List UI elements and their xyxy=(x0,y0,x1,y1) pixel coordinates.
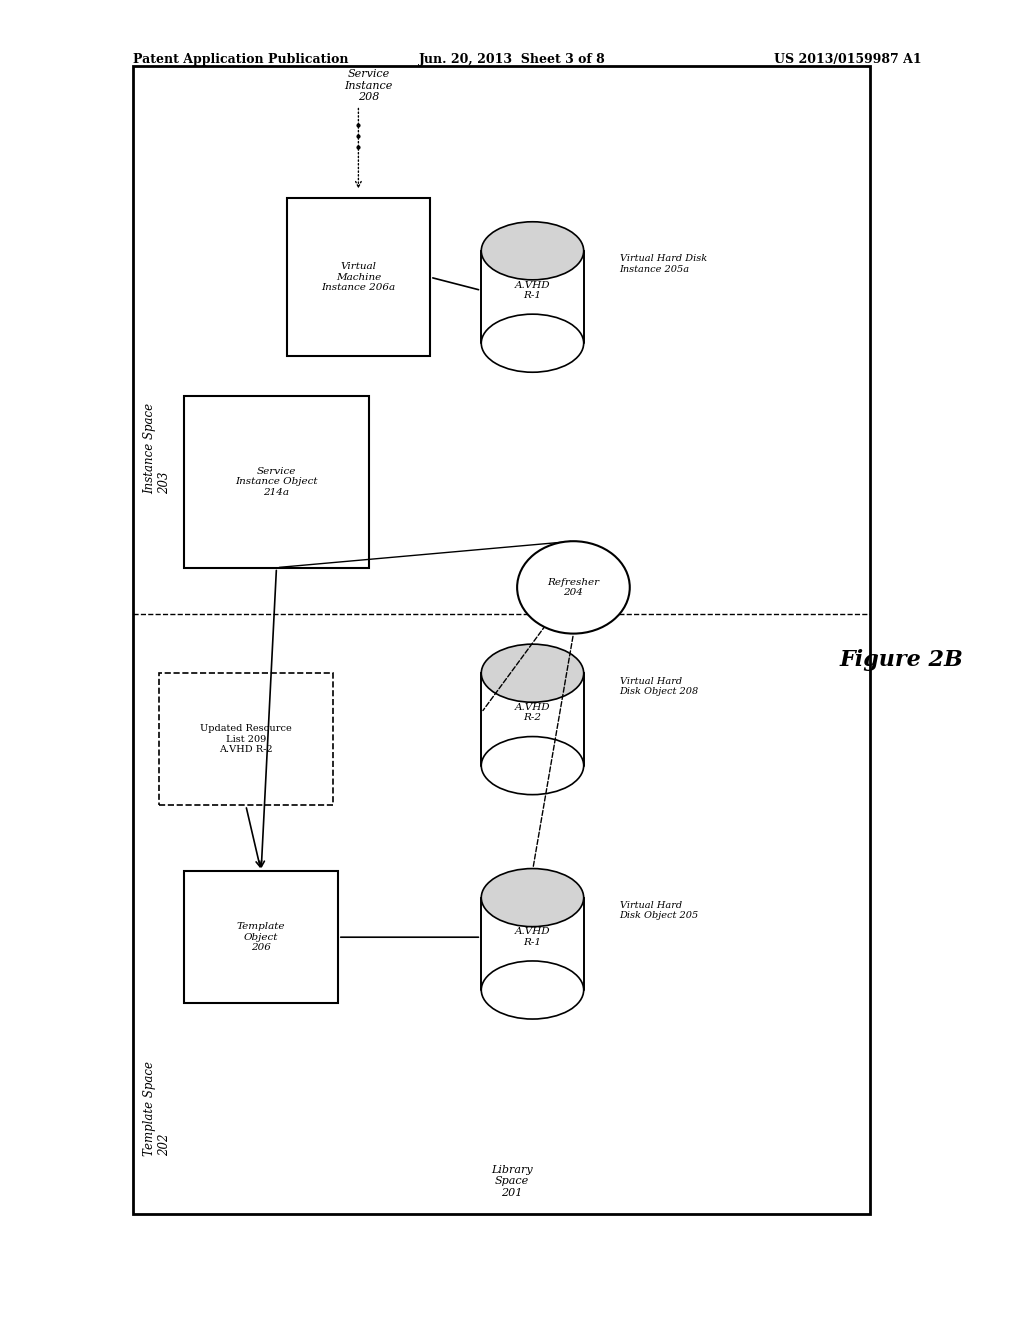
Ellipse shape xyxy=(481,644,584,702)
Text: Service
Instance
208: Service Instance 208 xyxy=(344,69,393,103)
Text: Library
Space
201: Library Space 201 xyxy=(492,1164,532,1199)
Text: Virtual Hard
Disk Object 208: Virtual Hard Disk Object 208 xyxy=(620,677,698,696)
Text: Virtual Hard
Disk Object 205: Virtual Hard Disk Object 205 xyxy=(620,902,698,920)
FancyBboxPatch shape xyxy=(184,871,338,1003)
Text: Jun. 20, 2013  Sheet 3 of 8: Jun. 20, 2013 Sheet 3 of 8 xyxy=(419,53,605,66)
Text: Virtual Hard Disk
Instance 205a: Virtual Hard Disk Instance 205a xyxy=(620,255,707,273)
Text: Figure 2B: Figure 2B xyxy=(840,649,963,671)
Text: Updated Resource
List 209
A.VHD R-2: Updated Resource List 209 A.VHD R-2 xyxy=(200,725,292,754)
Text: Virtual
Machine
Instance 206a: Virtual Machine Instance 206a xyxy=(322,263,395,292)
Ellipse shape xyxy=(481,869,584,927)
Text: Template
Object
206: Template Object 206 xyxy=(237,923,286,952)
FancyBboxPatch shape xyxy=(184,396,369,568)
Ellipse shape xyxy=(481,222,584,280)
Text: Instance Space
203: Instance Space 203 xyxy=(143,403,171,495)
Text: A.VHD
R-1: A.VHD R-1 xyxy=(515,928,550,946)
Ellipse shape xyxy=(517,541,630,634)
Text: Patent Application Publication: Patent Application Publication xyxy=(133,53,348,66)
Text: A.VHD
R-1: A.VHD R-1 xyxy=(515,281,550,300)
Text: Template Space
202: Template Space 202 xyxy=(143,1061,171,1156)
FancyBboxPatch shape xyxy=(159,673,333,805)
Text: Refresher
204: Refresher 204 xyxy=(548,578,599,597)
FancyBboxPatch shape xyxy=(133,66,870,1214)
Text: A.VHD
R-2: A.VHD R-2 xyxy=(515,704,550,722)
Text: US 2013/0159987 A1: US 2013/0159987 A1 xyxy=(774,53,922,66)
FancyBboxPatch shape xyxy=(287,198,430,356)
Text: Service
Instance Object
214a: Service Instance Object 214a xyxy=(236,467,317,496)
